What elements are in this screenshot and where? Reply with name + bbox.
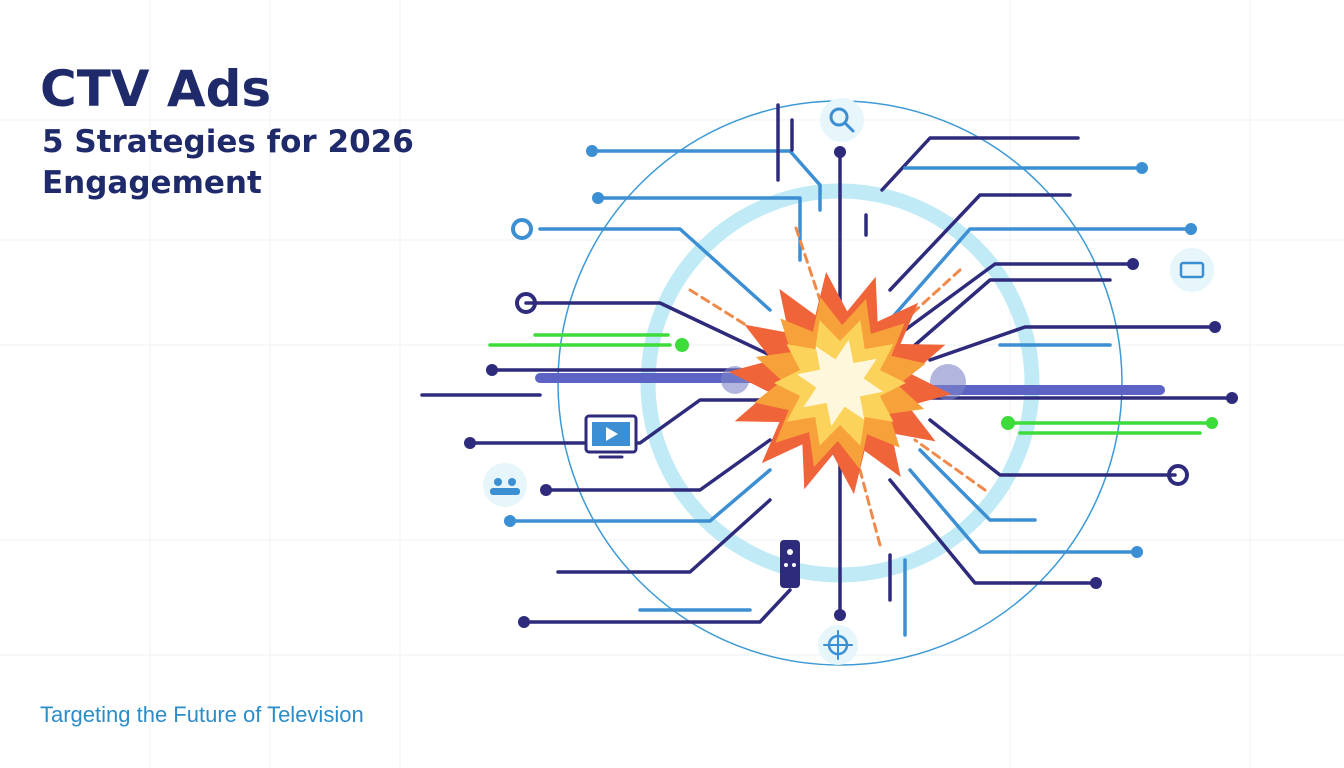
- title: CTV Ads: [40, 60, 271, 118]
- starburst: [728, 271, 952, 495]
- subtitle-line: 5 Strategies for 2026: [42, 124, 414, 160]
- icons: [483, 98, 1214, 665]
- tagline: Targeting the Future of Television: [40, 702, 364, 727]
- subtitle-line: Engagement: [42, 165, 262, 201]
- end-dots: [464, 145, 1238, 628]
- burst-layer: [796, 339, 884, 427]
